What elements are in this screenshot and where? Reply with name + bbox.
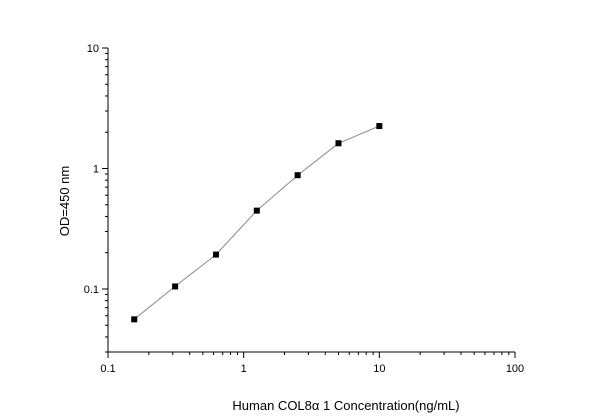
y-tick-label: 10 — [87, 43, 99, 55]
fit-curve-line — [133, 125, 380, 320]
axes — [107, 48, 515, 353]
data-point-marker — [253, 207, 260, 214]
x-tick-label: 0.1 — [100, 363, 115, 375]
data-point-marker — [172, 283, 179, 290]
data-point-marker — [294, 172, 301, 179]
x-tick-label: 100 — [506, 363, 524, 375]
y-tick-label: 0.1 — [84, 284, 99, 296]
y-axis-label: OD=450 nm — [57, 166, 72, 236]
y-tick-label: 1 — [93, 163, 99, 175]
x-axis-label: Human COL8α 1 Concentration(ng/mL) — [232, 398, 459, 413]
data-point-marker — [131, 316, 138, 323]
data-point-marker — [376, 123, 383, 130]
data-series — [131, 123, 383, 323]
x-tick-label: 1 — [241, 363, 247, 375]
x-axis-ticks: 0.1 1 10 100 — [100, 352, 524, 375]
data-point-marker — [335, 140, 342, 147]
y-axis-ticks: 0.1 1 10 — [84, 43, 108, 353]
x-tick-label: 10 — [373, 363, 385, 375]
data-point-marker — [212, 251, 219, 258]
